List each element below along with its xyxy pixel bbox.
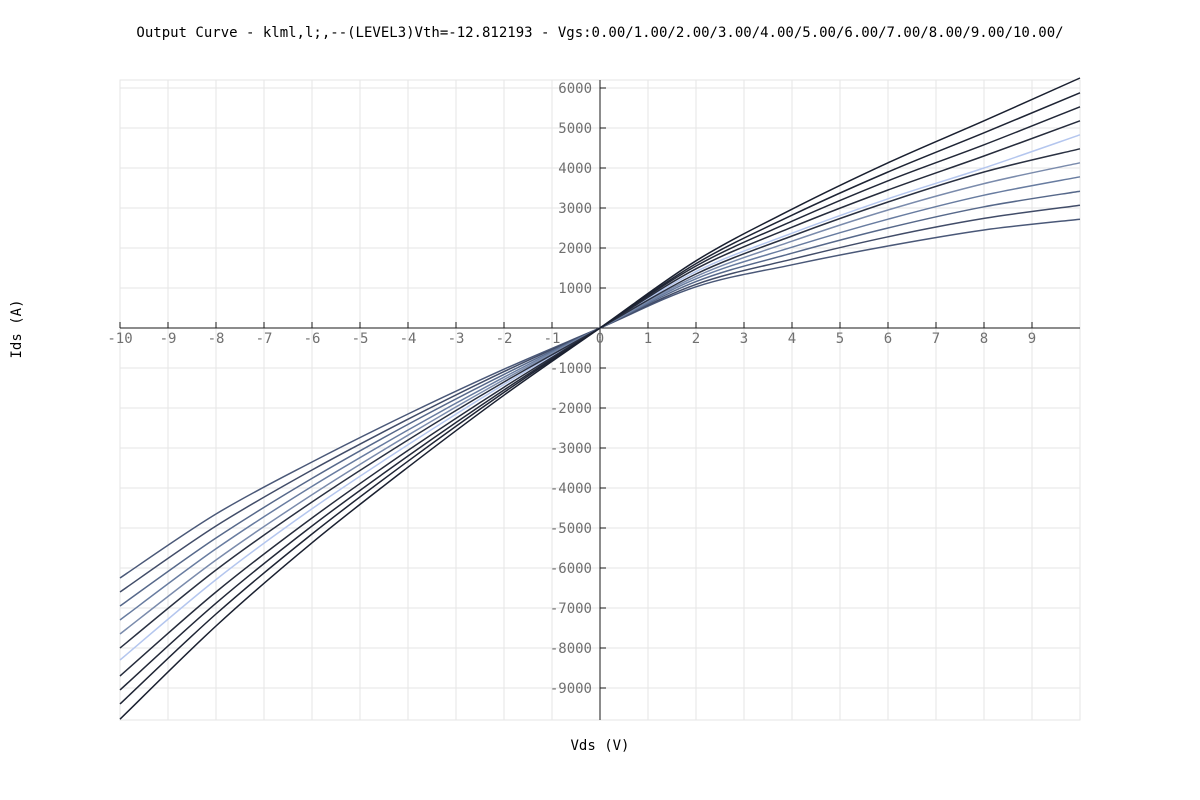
series-group [119,77,1081,720]
x-tick-label: 4 [788,331,796,347]
x-tick-label: 9 [1028,331,1036,347]
x-tick-label: 0 [596,331,604,347]
x-tick-label: 5 [836,331,844,347]
tick-labels: -10 -9 -8 -7 -6 -5 -4 -3 -2 -1 0 1 2 3 4 5 6 7 8 9600050004… [107,81,1036,697]
y-tick-label: -3000 [550,441,592,457]
series-line [119,77,1081,720]
x-axis-label: Vds (V) [570,738,629,754]
x-tick-label: 8 [980,331,988,347]
x-tick-label: -7 [256,331,273,347]
y-tick-label: 1000 [558,281,592,297]
y-axis-label: Ids (A) [9,299,25,358]
y-tick-label: -4000 [550,481,592,497]
y-tick-label: 2000 [558,241,592,257]
x-tick-label: 1 [644,331,652,347]
x-tick-label: -10 [107,331,132,347]
x-tick-label: -9 [160,331,177,347]
x-tick-label: -8 [208,331,225,347]
y-tick-label: 3000 [558,201,592,217]
x-tick-label: -1 [544,331,561,347]
x-tick-label: -4 [400,331,417,347]
chart-title: Output Curve - klml,l;,--(LEVEL3)Vth=-12… [136,25,1063,41]
y-tick-label: 5000 [558,121,592,137]
y-tick-label: -7000 [550,601,592,617]
x-tick-label: -3 [448,331,465,347]
y-tick-label: -1000 [550,361,592,377]
y-tick-label: -2000 [550,401,592,417]
x-tick-label: 6 [884,331,892,347]
x-tick-label: -2 [496,331,513,347]
x-tick-label: 3 [740,331,748,347]
y-tick-label: -5000 [550,521,592,537]
x-tick-label: -5 [352,331,369,347]
x-tick-label: -6 [304,331,321,347]
y-tick-label: 6000 [558,81,592,97]
y-tick-label: -8000 [550,641,592,657]
y-tick-label: -6000 [550,561,592,577]
x-tick-label: 2 [692,331,700,347]
y-tick-label: -9000 [550,681,592,697]
x-tick-label: 7 [932,331,940,347]
y-tick-label: 4000 [558,161,592,177]
